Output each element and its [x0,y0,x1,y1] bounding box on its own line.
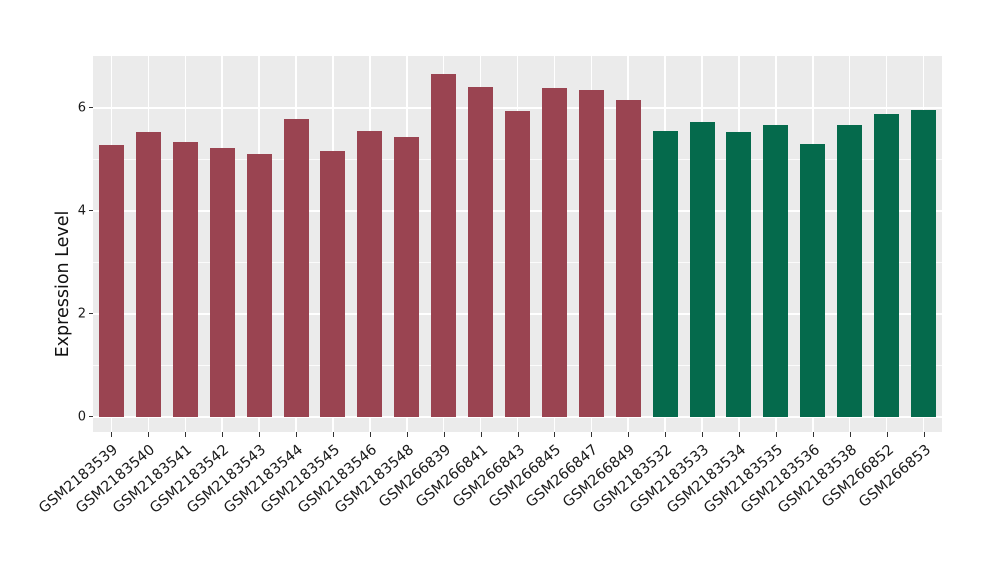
bar-GSM266852 [874,114,900,417]
y-axis-title: Expression Level [53,210,73,358]
x-tick-mark [628,432,630,437]
bar-GSM2183548 [394,136,420,417]
x-tick-mark [849,432,851,437]
x-tick-mark [111,432,113,437]
x-tick-mark [406,432,408,437]
x-tick-mark [332,432,334,437]
bar-GSM2183546 [357,130,383,417]
y-tick-label: 0 [77,409,86,425]
y-tick-label: 2 [77,306,86,322]
x-tick-mark [222,432,224,437]
bar-GSM2183541 [172,141,198,417]
y-tick-mark [89,313,93,315]
bar-GSM266841 [468,86,494,417]
bar-GSM2183545 [320,150,346,417]
x-tick-mark [775,432,777,437]
bar-GSM266843 [505,111,530,417]
x-tick-mark [185,432,187,437]
bar-GSM2183533 [689,121,715,417]
x-tick-mark [296,432,298,437]
bar-GSM2183532 [652,131,678,417]
bar-GSM2183536 [800,143,826,417]
plot-area [93,56,942,432]
bar-GSM2183535 [763,124,789,417]
x-tick-mark [369,432,371,437]
bar-GSM2183540 [135,132,161,417]
x-tick-mark [443,432,445,437]
bar-GSM2183538 [837,125,863,417]
bar-GSM266847 [578,89,604,417]
x-tick-mark [702,432,704,437]
y-tick-mark [89,416,93,418]
bar-GSM266853 [911,109,937,417]
bar-GSM266849 [615,100,641,417]
bar-GSM266839 [431,74,457,417]
y-tick-label: 6 [77,100,86,115]
bar-GSM2183542 [209,148,235,417]
x-tick-mark [886,432,888,437]
x-tick-mark [665,432,667,437]
x-tick-mark [554,432,556,437]
x-tick-mark [480,432,482,437]
x-tick-mark [738,432,740,437]
x-tick-mark [259,432,261,437]
bar-GSM2183543 [246,153,272,417]
bar-GSM2183544 [283,118,309,417]
x-tick-mark [148,432,150,437]
x-tick-mark [517,432,519,437]
x-tick-mark [591,432,593,437]
bar-GSM2183539 [98,145,124,417]
bar-GSM2183534 [726,131,752,417]
y-tick-label: 4 [77,203,86,219]
bar-GSM266845 [541,87,567,417]
x-tick-mark [923,432,925,437]
x-tick-mark [812,432,814,437]
y-tick-mark [89,210,93,212]
y-tick-mark [89,107,93,108]
